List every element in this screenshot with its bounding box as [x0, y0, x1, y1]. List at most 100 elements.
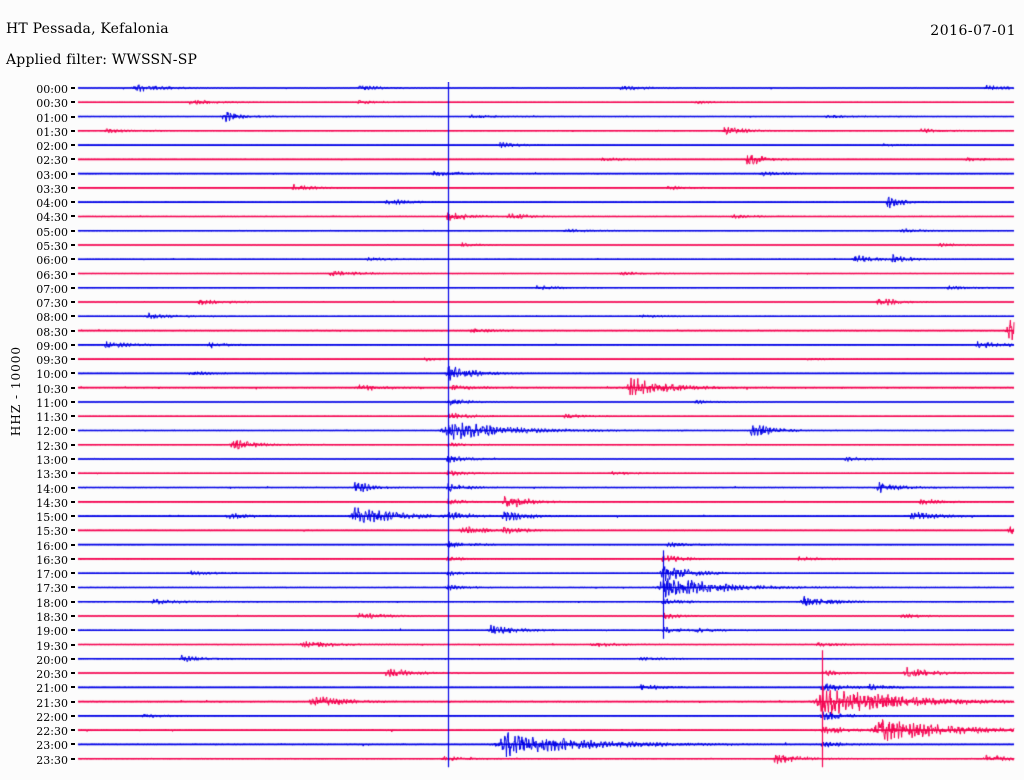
time-label-2200: 22:00 — [36, 710, 68, 724]
tick-1100 — [71, 400, 75, 403]
tick-0530 — [71, 243, 75, 246]
tick-0830 — [71, 329, 75, 332]
time-label-0130: 01:30 — [36, 125, 68, 139]
time-label-1730: 17:30 — [36, 582, 68, 596]
time-label-1000: 10:00 — [36, 368, 68, 382]
time-label-1500: 15:00 — [36, 511, 68, 525]
record-date: 2016-07-01 — [930, 23, 1016, 39]
tick-0000 — [71, 87, 75, 89]
tick-1700 — [71, 572, 75, 575]
tick-1500 — [71, 515, 75, 518]
tick-1900 — [71, 629, 75, 632]
tick-1730 — [71, 586, 75, 589]
tick-0630 — [71, 272, 75, 275]
time-label-0730: 07:30 — [36, 297, 68, 311]
time-label-0700: 07:00 — [36, 282, 68, 296]
tick-1400 — [71, 486, 75, 489]
time-label-1100: 11:00 — [36, 396, 68, 410]
tick-0230 — [71, 158, 75, 161]
time-label-0200: 02:00 — [36, 140, 68, 154]
time-label-0430: 04:30 — [36, 211, 68, 225]
tick-0100 — [71, 115, 75, 118]
time-label-1800: 18:00 — [36, 596, 68, 610]
time-label-0400: 04:00 — [36, 197, 68, 211]
time-label-0800: 08:00 — [36, 311, 68, 325]
time-label-0500: 05:00 — [36, 225, 68, 239]
tick-1600 — [71, 543, 75, 546]
time-label-2330: 23:30 — [36, 753, 68, 767]
time-label-1930: 19:30 — [36, 639, 68, 653]
tick-0500 — [71, 229, 75, 232]
time-label-1200: 12:00 — [36, 425, 68, 439]
tick-0330 — [71, 186, 75, 189]
time-axis-labels: 00:00 00:30 01:00 01:30 02:00 02:30 03:00 03:30… — [0, 82, 75, 780]
tick-0800 — [71, 315, 75, 318]
time-label-1430: 14:30 — [36, 496, 68, 510]
time-label-1030: 10:30 — [36, 382, 68, 396]
tick-2100 — [71, 686, 75, 689]
tick-0300 — [71, 172, 75, 175]
tick-1330 — [71, 472, 75, 475]
tick-1530 — [71, 529, 75, 532]
tick-1000 — [71, 372, 75, 375]
time-label-0030: 00:30 — [36, 97, 68, 111]
tick-0700 — [71, 286, 75, 289]
tick-2300 — [71, 743, 75, 746]
tick-0900 — [71, 343, 75, 346]
tick-1230 — [71, 443, 75, 446]
seismogram-plot: 00:00 00:30 01:00 01:30 02:00 02:30 03:00 03:30… — [0, 82, 1024, 780]
time-label-1700: 17:00 — [36, 568, 68, 582]
applied-filter-label: Applied filter: WWSSN-SP — [6, 52, 198, 68]
time-label-1530: 15:30 — [36, 525, 68, 539]
time-label-0230: 02:30 — [36, 154, 68, 168]
time-label-1300: 13:00 — [36, 454, 68, 468]
tick-2030 — [71, 672, 75, 675]
time-label-2300: 23:00 — [36, 739, 68, 753]
tick-0730 — [71, 301, 75, 304]
time-label-2130: 21:30 — [36, 696, 68, 710]
tick-0600 — [71, 258, 75, 261]
time-label-1900: 19:00 — [36, 625, 68, 639]
tick-1800 — [71, 600, 75, 603]
time-label-1230: 12:30 — [36, 439, 68, 453]
tick-1430 — [71, 500, 75, 503]
time-label-0000: 00:00 — [36, 83, 68, 96]
tick-0030 — [71, 101, 75, 104]
tick-1200 — [71, 429, 75, 432]
tick-2230 — [71, 729, 75, 732]
tick-0200 — [71, 144, 75, 147]
time-label-2030: 20:30 — [36, 668, 68, 682]
time-label-1130: 11:30 — [36, 411, 68, 425]
tick-2000 — [71, 657, 75, 660]
time-label-1630: 16:30 — [36, 553, 68, 567]
tick-0130 — [71, 129, 75, 132]
page-title: HT Pessada, Kefalonia — [6, 21, 169, 37]
time-label-2000: 20:00 — [36, 653, 68, 667]
time-label-1400: 14:00 — [36, 482, 68, 496]
time-label-0100: 01:00 — [36, 111, 68, 125]
tick-2130 — [71, 700, 75, 703]
time-label-0330: 03:30 — [36, 182, 68, 196]
time-label-0600: 06:00 — [36, 254, 68, 268]
seismogram-canvas — [0, 82, 1024, 780]
tick-2200 — [71, 714, 75, 717]
tick-1930 — [71, 643, 75, 646]
tick-0430 — [71, 215, 75, 218]
time-label-0530: 05:30 — [36, 239, 68, 253]
time-label-1600: 16:00 — [36, 539, 68, 553]
time-label-0300: 03:00 — [36, 168, 68, 182]
tick-0400 — [71, 201, 75, 204]
time-label-0830: 08:30 — [36, 325, 68, 339]
time-label-1330: 13:30 — [36, 468, 68, 482]
tick-1130 — [71, 415, 75, 418]
tick-1630 — [71, 557, 75, 560]
time-label-0900: 09:00 — [36, 339, 68, 353]
tick-1030 — [71, 386, 75, 389]
time-label-2100: 21:00 — [36, 682, 68, 696]
tick-1830 — [71, 614, 75, 617]
time-label-0630: 06:30 — [36, 268, 68, 282]
time-label-1830: 18:30 — [36, 610, 68, 624]
tick-2330 — [71, 757, 75, 760]
tick-0930 — [71, 358, 75, 361]
